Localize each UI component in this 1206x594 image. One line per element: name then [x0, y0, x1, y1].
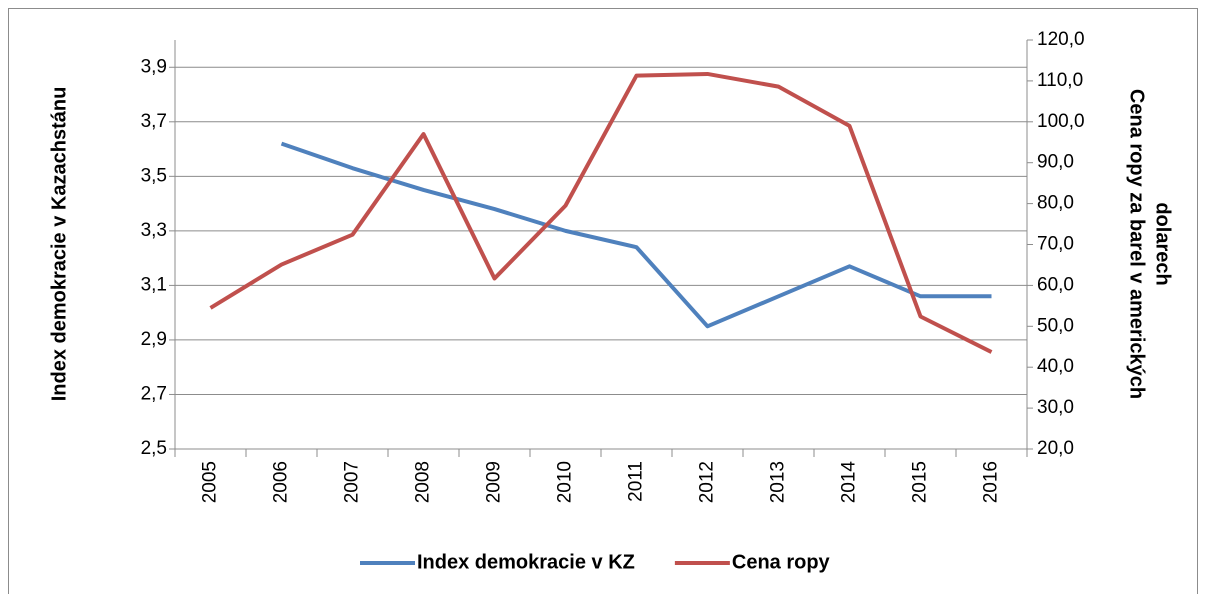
y2-tick-label: 30,0 [1037, 397, 1074, 418]
x-tick-label: 2013 [768, 461, 789, 503]
x-tick-label: 2012 [697, 461, 718, 503]
y2-tick-label: 60,0 [1037, 274, 1074, 295]
y-tick-label: 3,9 [141, 56, 167, 77]
x-tick-label: 2009 [484, 461, 505, 503]
y2-tick-label: 110,0 [1037, 70, 1083, 91]
y-tick-label: 3,3 [141, 220, 167, 241]
x-tick-label: 2014 [839, 461, 860, 504]
x-tick-label: 2007 [342, 461, 363, 503]
y2-tick-label: 70,0 [1037, 234, 1074, 255]
y-tick-label: 2,7 [141, 383, 167, 404]
x-tick-label: 2006 [271, 461, 292, 503]
x-tick-label: 2008 [413, 461, 434, 503]
x-tick-label: 2015 [910, 461, 931, 503]
y-tick-label: 3,7 [141, 111, 167, 132]
y2-tick-label: 20,0 [1037, 438, 1074, 459]
y2-tick-label: 40,0 [1037, 356, 1074, 377]
y2-tick-label: 50,0 [1037, 315, 1074, 336]
legend-label: Index demokracie v KZ [417, 551, 635, 573]
y-tick-label: 2,9 [141, 329, 167, 350]
chart-frame [8, 8, 1198, 594]
y2-tick-label: 90,0 [1037, 152, 1074, 173]
y-tick-label: 3,1 [141, 274, 167, 295]
x-tick-label: 2005 [200, 461, 221, 503]
x-tick-label: 2011 [626, 461, 647, 502]
y2-tick-label: 80,0 [1037, 193, 1074, 214]
y2-tick-label: 100,0 [1037, 111, 1085, 132]
y2-axis-label: dolarech [1152, 202, 1174, 285]
x-tick-label: 2010 [555, 461, 576, 503]
y-tick-label: 2,5 [141, 438, 167, 459]
data-line [280, 141, 992, 329]
x-tick-label: 2016 [981, 461, 1002, 503]
legend-label: Cena ropy [732, 551, 831, 573]
y2-axis-label: Cena ropy za barel v amerických [1126, 89, 1148, 399]
y2-tick-label: 120,0 [1037, 29, 1085, 50]
y-axis-label: Index demokracie v Kazachstánu [48, 87, 70, 402]
y-tick-label: 3,5 [141, 165, 167, 186]
data-line [209, 71, 993, 354]
